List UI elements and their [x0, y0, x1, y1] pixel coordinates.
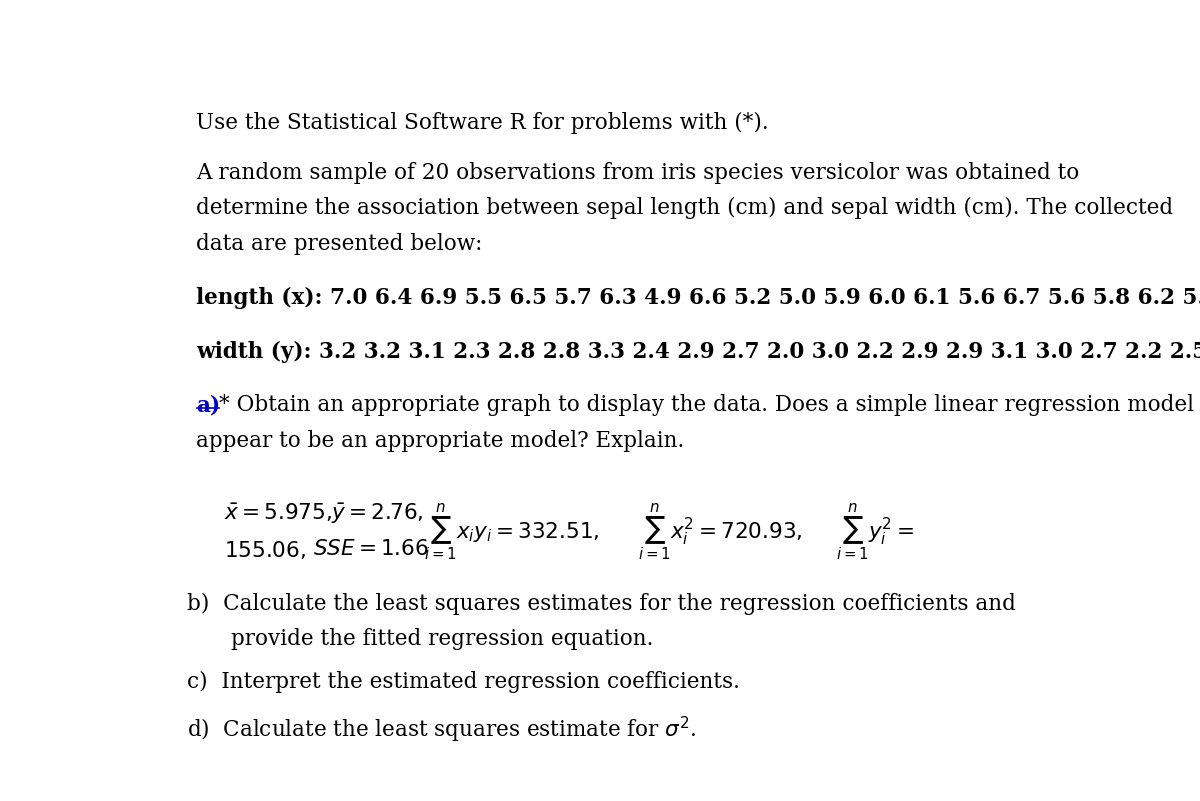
Text: * Obtain an appropriate graph to display the data. Does a simple linear regressi: * Obtain an appropriate graph to display…: [218, 394, 1194, 417]
Text: determine the association between sepal length (cm) and sepal width (cm). The co: determine the association between sepal …: [197, 197, 1174, 219]
Text: b)  Calculate the least squares estimates for the regression coefficients and: b) Calculate the least squares estimates…: [187, 593, 1016, 615]
Text: appear to be an appropriate model? Explain.: appear to be an appropriate model? Expla…: [197, 430, 685, 452]
Text: $\bar{x} = 5.975,$: $\bar{x} = 5.975,$: [224, 501, 332, 524]
Text: c)  Interpret the estimated regression coefficients.: c) Interpret the estimated regression co…: [187, 671, 740, 694]
Text: A random sample of 20 observations from iris species versicolor was obtained to: A random sample of 20 observations from …: [197, 162, 1080, 183]
Text: length (x): 7.0 6.4 6.9 5.5 6.5 5.7 6.3 4.9 6.6 5.2 5.0 5.9 6.0 6.1 5.6 6.7 5.6 : length (x): 7.0 6.4 6.9 5.5 6.5 5.7 6.3 …: [197, 287, 1200, 309]
Text: width (y): 3.2 3.2 3.1 2.3 2.8 2.8 3.3 2.4 2.9 2.7 2.0 3.0 2.2 2.9 2.9 3.1 3.0 2: width (y): 3.2 3.2 3.1 2.3 2.8 2.8 3.3 2…: [197, 340, 1200, 363]
Text: $SSE = 1.66$: $SSE = 1.66$: [313, 539, 428, 559]
Text: a): a): [197, 394, 221, 417]
Text: data are presented below:: data are presented below:: [197, 233, 482, 256]
Text: $\sum_{i=1}^{n} x_i^2 = 720.93,$: $\sum_{i=1}^{n} x_i^2 = 720.93,$: [638, 501, 803, 562]
Text: $\sum_{i=1}^{n} y_i^2 =$: $\sum_{i=1}^{n} y_i^2 =$: [836, 501, 914, 562]
Text: provide the fitted regression equation.: provide the fitted regression equation.: [230, 629, 653, 650]
Text: d)  Calculate the least squares estimate for $\sigma^2$.: d) Calculate the least squares estimate …: [187, 714, 696, 744]
Text: Use the Statistical Software R for problems with (*).: Use the Statistical Software R for probl…: [197, 111, 769, 134]
Text: $155.06,$: $155.06,$: [224, 539, 306, 561]
Text: $\sum_{i=1}^{n} x_iy_i = 332.51,$: $\sum_{i=1}^{n} x_iy_i = 332.51,$: [425, 501, 600, 562]
Text: $\bar{y} = 2.76,$: $\bar{y} = 2.76,$: [331, 501, 424, 525]
